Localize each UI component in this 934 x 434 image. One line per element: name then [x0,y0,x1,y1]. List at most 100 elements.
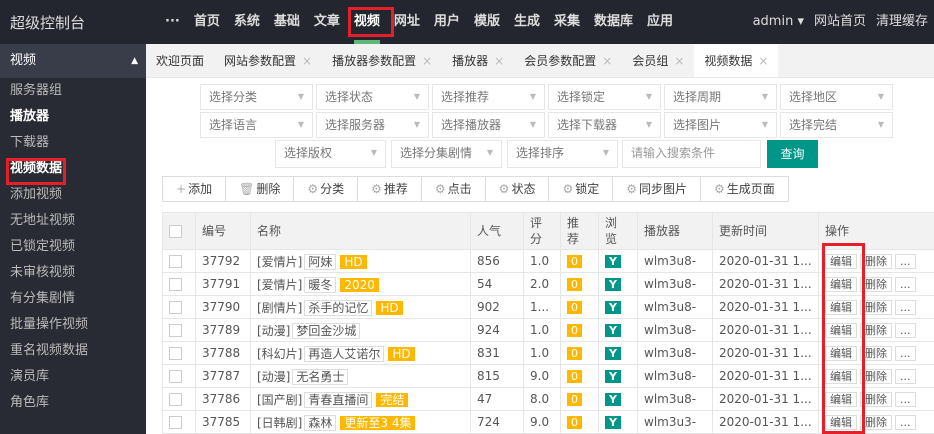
sidebar-item[interactable]: 添加视频 [10,187,63,202]
filter-select[interactable]: 选择推荐 ▼ [432,84,545,110]
tab[interactable]: 网站参数配置 × [214,44,322,77]
close-icon[interactable]: × [758,54,769,68]
sidebar-item[interactable]: 未审核视频 [10,265,76,280]
recommend-badge[interactable]: 0 [567,416,582,429]
toolbar-gear-button[interactable]: ⚙ 点击 [422,177,486,201]
video-name[interactable]: 再造人艾诺尔 [304,345,385,362]
filter-select[interactable]: 选择下载器 ▼ [548,112,661,138]
delete-button[interactable]: 删除 [860,254,892,269]
edit-button[interactable]: 编辑 [825,369,857,384]
filter-select[interactable]: 选择状态 ▼ [316,84,429,110]
nav-item[interactable]: 系统 [233,14,260,29]
row-checkbox[interactable] [169,370,182,383]
video-name[interactable]: 森林 [304,414,337,431]
toolbar-gear-button[interactable]: ⚙ 锁定 [549,177,614,201]
search-input[interactable]: 请输入搜索条件 [622,140,761,168]
nav-item[interactable]: 基础 [273,14,300,29]
view-badge[interactable]: Y [605,278,621,291]
select-all[interactable] [162,212,196,250]
edit-button[interactable]: 编辑 [825,254,857,269]
filter-select[interactable]: 选择地区 ▼ [780,84,893,110]
recommend-badge[interactable]: 0 [567,347,582,360]
tab[interactable]: 播放器 × [442,44,514,77]
sidebar-item[interactable]: 视频数据 [10,161,63,176]
edit-button[interactable]: 编辑 [825,323,857,338]
row-checkbox[interactable] [169,416,182,429]
sidebar-item[interactable]: 无地址视频 [10,213,76,228]
more-button[interactable]: ... [895,277,916,292]
sidebar-section[interactable]: 视频 ▲ [0,44,146,78]
row-checkbox[interactable] [169,278,182,291]
recommend-badge[interactable]: 0 [567,393,582,406]
tab[interactable]: 会员参数配置 × [514,44,622,77]
more-button[interactable]: ... [895,323,916,338]
close-icon[interactable]: × [494,54,505,68]
tab[interactable]: 播放器参数配置 × [322,44,442,77]
delete-button[interactable]: 删除 [860,392,892,407]
toolbar-trash-button[interactable]: 🗑 删除 [226,177,295,201]
video-name[interactable]: 阿妹 [304,253,337,270]
row-checkbox[interactable] [169,324,182,337]
delete-button[interactable]: 删除 [860,415,892,430]
row-checkbox[interactable] [169,393,182,406]
view-badge[interactable]: Y [605,255,621,268]
row-checkbox[interactable] [169,301,182,314]
recommend-badge[interactable]: 0 [567,324,582,337]
video-name[interactable]: 无名勇士 [292,368,349,385]
sidebar-item[interactable]: 播放器 [10,109,50,124]
nav-item[interactable]: 应用 [647,14,674,29]
toolbar-gear-button[interactable]: ⚙ 同步图片 [613,177,702,201]
more-button[interactable]: ... [895,346,916,361]
tab[interactable]: 视频数据 × [694,44,779,77]
sidebar-item[interactable]: 有分集剧情 [10,291,76,306]
close-icon[interactable]: × [602,54,613,68]
video-name[interactable]: 杀手的记忆 [304,299,373,316]
delete-button[interactable]: 删除 [860,277,892,292]
filter-select[interactable]: 选择分类 ▼ [200,84,313,110]
recommend-badge[interactable]: 0 [567,278,582,291]
filter-select[interactable]: 选择分集剧情 ▼ [391,140,502,168]
nav-item[interactable]: 文章 [313,14,340,29]
nav-item[interactable]: 数据库 [593,14,633,29]
filter-select[interactable]: 选择锁定 ▼ [548,84,661,110]
sidebar-item[interactable]: 服务器组 [10,83,63,98]
edit-button[interactable]: 编辑 [825,300,857,315]
filter-select[interactable]: 选择完结 ▼ [780,112,893,138]
more-button[interactable]: ... [895,369,916,384]
close-icon[interactable]: × [302,54,313,68]
more-button[interactable]: ... [895,254,916,269]
view-badge[interactable]: Y [605,370,621,383]
nav-item[interactable]: 首页 [193,14,220,29]
delete-button[interactable]: 删除 [860,369,892,384]
more-button[interactable]: ... [895,415,916,430]
edit-button[interactable]: 编辑 [825,277,857,292]
close-icon[interactable]: × [674,54,685,68]
close-icon[interactable]: × [422,54,433,68]
view-badge[interactable]: Y [605,393,621,406]
delete-button[interactable]: 删除 [860,346,892,361]
row-checkbox[interactable] [169,347,182,360]
sidebar-item[interactable]: 已锁定视频 [10,239,76,254]
nav-item[interactable]: 生成 [513,14,540,29]
delete-button[interactable]: 删除 [860,323,892,338]
nav-item[interactable]: 视频 [347,0,387,44]
toolbar-gear-button[interactable]: ⚙ 状态 [486,177,550,201]
sidebar-item[interactable]: 演员库 [10,369,50,384]
filter-select[interactable]: 选择图片 ▼ [664,112,777,138]
video-name[interactable]: 青春直播间 [304,391,373,408]
nav-item[interactable]: 用户 [433,14,460,29]
edit-button[interactable]: 编辑 [825,415,857,430]
filter-select[interactable]: 选择排序 ▼ [507,140,618,168]
nav-item[interactable]: 网址 [393,14,420,29]
nav-item[interactable]: 模版 [473,14,500,29]
toolbar-gear-button[interactable]: ⚙ 生成页面 [701,177,788,201]
toolbar-plus-button[interactable]: + 添加 [163,177,227,201]
video-name[interactable]: 梦回金沙城 [292,322,361,339]
view-badge[interactable]: Y [605,301,621,314]
filter-select[interactable]: 选择播放器 ▼ [432,112,545,138]
recommend-badge[interactable]: 0 [567,301,582,314]
tab[interactable]: 欢迎页面 [146,44,214,77]
view-badge[interactable]: Y [605,324,621,337]
more-icon[interactable]: ··· [165,14,180,29]
sidebar-item[interactable]: 角色库 [10,395,50,410]
